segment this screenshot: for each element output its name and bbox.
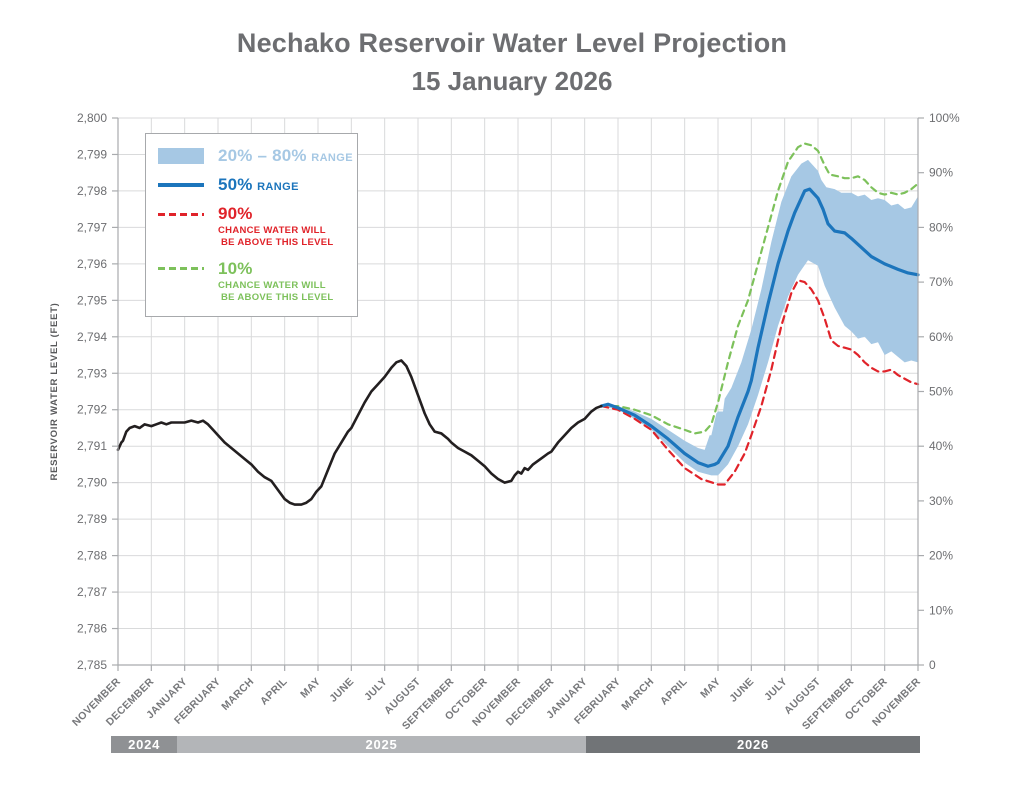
y-axis-left-labels: 2,800 2,799 2,798 2,797 2,796 2,795 2,794 2,793…: [77, 111, 118, 672]
p90-chance-above: [600, 279, 920, 486]
y-left-tick-label: 2,797: [77, 220, 107, 234]
chart-title: Nechako Reservoir Water Level Projection…: [0, 24, 1024, 101]
band-20-80: [601, 159, 918, 476]
month-label: JUNE: [727, 676, 756, 705]
month-label: APRIL: [258, 675, 290, 707]
y-axis-right-labels: 100% 90% 80% 70% 60% 50% 40% 30% 20% 10% 0: [918, 111, 960, 672]
year-bar-2026: 2026: [586, 736, 920, 753]
y-left-tick-label: 2,787: [77, 585, 107, 599]
y-right-tick-label: 30%: [929, 494, 953, 508]
y-left-tick-label: 2,791: [77, 439, 107, 453]
legend-10pct-description: CHANCE WATER WILL BE ABOVE THIS LEVEL: [218, 279, 334, 304]
y-left-tick-label: 2,798: [77, 184, 107, 198]
legend-10pct-label: 10%: [218, 258, 253, 278]
p10-chance-above: [600, 142, 920, 435]
y-left-tick-label: 2,794: [77, 330, 107, 344]
legend-median-label: 50%: [218, 175, 253, 194]
legend-band-sublabel: RANGE: [311, 152, 353, 164]
y-left-tick-label: 2,796: [77, 257, 107, 271]
month-label: APRIL: [658, 675, 690, 707]
y-right-tick-label: 0: [929, 658, 936, 672]
legend-90pct-description: CHANCE WATER WILL BE ABOVE THIS LEVEL: [218, 225, 334, 249]
y-left-tick-label: 2,800: [77, 111, 107, 125]
y-right-tick-label: 50%: [929, 385, 953, 399]
month-label: MAY: [698, 676, 723, 701]
band-area: [601, 159, 918, 476]
y-left-tick-label: 2,790: [77, 476, 107, 490]
legend-item-90pct: 90% CHANCE WATER WILL BE ABOVE THIS LEVEL: [158, 204, 347, 250]
y-left-tick-label: 2,792: [77, 403, 107, 417]
chart-subtitle-date: 15 January 2026: [411, 66, 613, 97]
y-left-tick-label: 2,795: [77, 293, 107, 307]
legend: 20% – 80% RANGE 50% RANGE 90% CHANCE WAT…: [145, 133, 358, 318]
month-label: JUNE: [327, 676, 356, 705]
legend-item-median: 50% RANGE: [158, 175, 347, 195]
band-swatch-icon: [158, 148, 204, 164]
legend-band-label: 20% – 80%: [218, 146, 307, 165]
historical: [116, 359, 603, 506]
month-label: JULY: [762, 676, 790, 704]
y-axis-title: RESERVOIR WATER LEVEL (FEET): [49, 303, 60, 481]
y-right-tick-label: 10%: [929, 603, 953, 617]
p90-chance-above-line: [600, 279, 920, 486]
y-left-tick-label: 2,786: [77, 622, 107, 636]
y-right-tick-label: 100%: [929, 111, 960, 125]
legend-item-band: 20% – 80% RANGE: [158, 146, 353, 166]
month-label: JULY: [362, 676, 390, 704]
legend-90pct-label: 90%: [218, 204, 253, 223]
median-50: [599, 187, 920, 468]
y-right-tick-label: 20%: [929, 549, 953, 563]
y-right-tick-label: 40%: [929, 439, 953, 453]
y-right-tick-label: 70%: [929, 275, 953, 289]
y-right-tick-label: 80%: [929, 220, 953, 234]
month-label: MARCH: [219, 676, 256, 713]
year-bar-2025: 2025: [177, 736, 586, 753]
legend-item-10pct: 10% CHANCE WATER WILL BE ABOVE THIS LEVEL: [158, 259, 347, 305]
red-dash-swatch-icon: [158, 212, 204, 216]
legend-median-sublabel: RANGE: [257, 181, 299, 193]
page-title: Nechako Reservoir Water Level Projection: [236, 28, 788, 58]
y-left-tick-label: 2,785: [77, 658, 107, 672]
median-line-swatch-icon: [158, 183, 204, 187]
year-bar-2024: 2024: [111, 736, 177, 753]
median-50-line: [599, 187, 920, 468]
y-right-tick-label: 60%: [929, 330, 953, 344]
y-right-tick-label: 90%: [929, 166, 953, 180]
y-left-tick-label: 2,799: [77, 147, 107, 161]
y-left-tick-label: 2,788: [77, 549, 107, 563]
month-label: MAY: [298, 676, 323, 701]
y-left-tick-label: 2,793: [77, 366, 107, 380]
p10-chance-above-line: [600, 142, 920, 435]
green-dash-swatch-icon: [158, 267, 204, 271]
historical-line: [116, 359, 603, 506]
y-left-tick-label: 2,789: [77, 512, 107, 526]
month-label: MARCH: [619, 676, 656, 713]
